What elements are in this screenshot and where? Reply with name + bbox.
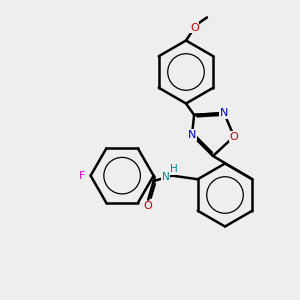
Text: F: F: [79, 171, 86, 181]
Text: O: O: [190, 23, 199, 33]
Text: N: N: [162, 172, 170, 182]
Text: O: O: [230, 131, 238, 142]
Text: O: O: [143, 201, 152, 211]
Text: H: H: [170, 164, 178, 174]
Text: N: N: [220, 108, 228, 118]
Text: N: N: [188, 130, 196, 140]
